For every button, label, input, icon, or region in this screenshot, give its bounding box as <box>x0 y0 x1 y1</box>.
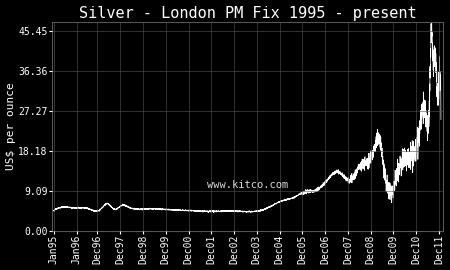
Y-axis label: US$ per ounce: US$ per ounce <box>5 82 16 170</box>
Title: Silver - London PM Fix 1995 - present: Silver - London PM Fix 1995 - present <box>79 6 416 21</box>
Text: www.kitco.com: www.kitco.com <box>207 180 288 190</box>
